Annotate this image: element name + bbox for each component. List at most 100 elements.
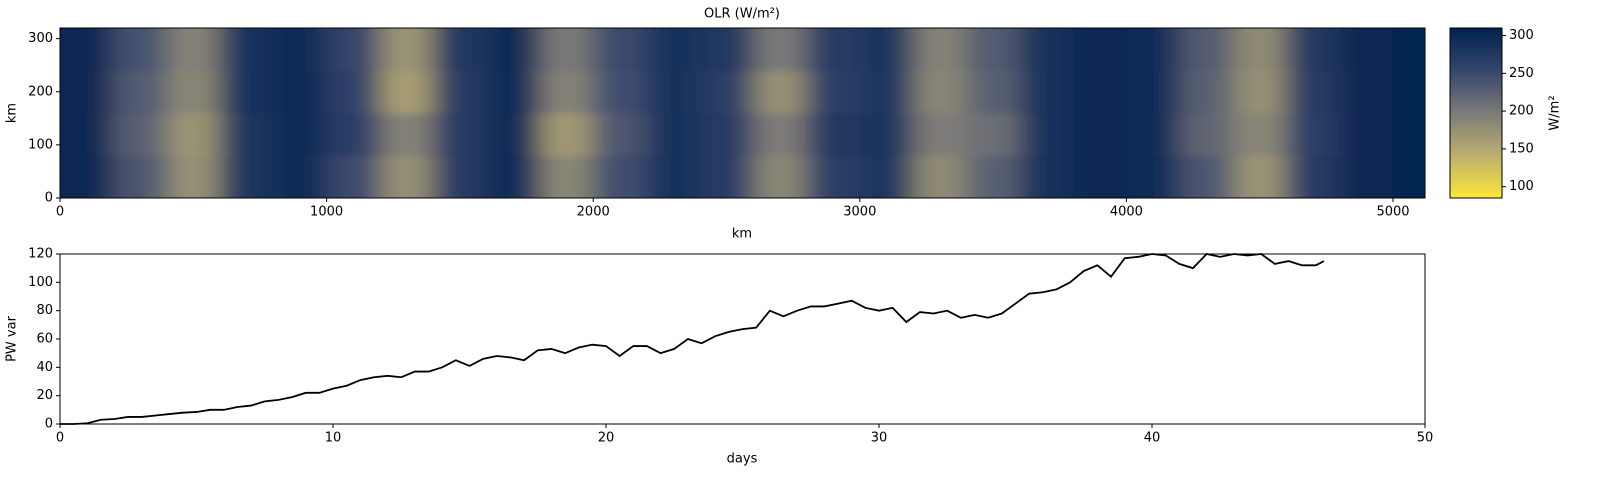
heat-cell [219,28,274,71]
heat-cell [646,155,701,198]
heat-cell [60,155,114,198]
heat-cell [806,113,861,156]
y-tick-label: 80 [36,303,53,318]
x-tick-label: 5000 [1376,205,1409,220]
heat-cell [1179,155,1234,198]
heat-cell [1073,113,1127,156]
heat-cell [1286,155,1341,198]
heat-cell [1126,155,1181,198]
chart-title: OLR (W/m²) [704,7,780,22]
heat-cell [1233,113,1287,156]
heat-cell [486,70,541,114]
heat-cell [60,113,114,156]
heat-cell [913,28,967,71]
heat-cell [486,113,541,156]
heat-cell [1286,113,1341,156]
heat-cell [379,28,434,71]
heat-cell [1339,70,1394,114]
x-axis-label: km [732,227,752,242]
y-tick-label: 200 [28,84,53,99]
heat-cell [1179,70,1234,114]
axes-frame [59,253,1426,425]
heat-cell [433,28,488,71]
y-axis-label: PW var [5,315,20,361]
heat-cell [1233,28,1287,71]
heat-cell [539,155,594,198]
heat-cell [273,155,328,198]
x-tick-label: 4000 [1110,205,1143,220]
heat-cell [859,70,914,114]
x-tick-label: 0 [56,431,64,446]
heat-cell [699,70,754,114]
heat-cell [539,113,594,156]
x-tick-label: 20 [598,431,615,446]
colorbar-tick-label: 200 [1509,104,1534,119]
x-tick-label: 2000 [577,205,610,220]
heat-cell [113,155,168,198]
y-tick-label: 300 [28,31,53,46]
heat-cell [966,113,1021,156]
y-tick-label: 20 [36,388,53,403]
heat-cell [966,28,1021,71]
heat-cell [219,113,274,156]
heat-cell [113,28,168,71]
data-line [60,253,1325,425]
heat-cell [1233,155,1287,198]
heat-cell [1393,113,1425,156]
heat-cell [859,113,914,156]
y-tick-label: 60 [36,332,53,347]
y-tick-label: 0 [45,417,53,432]
x-tick-label: 50 [1417,431,1434,446]
x-tick-label: 1000 [310,205,343,220]
heat-cell [433,70,488,114]
heat-cell [859,155,914,198]
heat-cell [1179,113,1234,156]
heat-cell [219,70,274,114]
heat-cell [60,28,114,71]
colorbar [1449,27,1503,199]
heat-cell [379,113,434,156]
heat-cell [1019,113,1074,156]
y-axis-label: km [5,103,20,123]
heat-cell [1019,155,1074,198]
heat-cell [1393,155,1425,198]
heat-cell [113,70,168,114]
heat-cell [1073,70,1127,114]
heatmap-cells [60,28,1425,198]
y-tick-label: 100 [28,275,53,290]
heat-cell [1073,28,1127,71]
heat-cell [806,155,861,198]
heat-cell [433,155,488,198]
heat-cell [273,70,328,114]
heat-cell [379,70,434,114]
heat-cell [539,28,594,71]
y-tick-label: 0 [45,191,53,206]
heat-cell [166,28,221,71]
heat-cell [806,70,861,114]
heat-cell [1286,70,1341,114]
heat-cell [1233,70,1287,114]
colorbar-tick-label: 250 [1509,66,1534,81]
heat-cell [1393,70,1425,114]
heat-cell [1339,155,1394,198]
heat-cell [593,70,648,114]
heat-cell [326,113,381,156]
heat-cell [593,113,648,156]
x-tick-label: 40 [1144,431,1161,446]
heat-cell [433,113,488,156]
heatmap [60,28,1425,198]
x-tick-label: 0 [56,205,64,220]
heat-cell [1286,28,1341,71]
colorbar-tick-label: 150 [1509,141,1534,156]
heat-cell [753,113,807,156]
heat-cell [166,113,221,156]
heat-cell [166,70,221,114]
heat-cell [539,70,594,114]
heat-cell [699,113,754,156]
heat-cell [1019,28,1074,71]
heat-cell [1339,113,1394,156]
heat-cell [859,28,914,71]
heat-cell [753,28,807,71]
x-axis-label: days [727,452,758,467]
